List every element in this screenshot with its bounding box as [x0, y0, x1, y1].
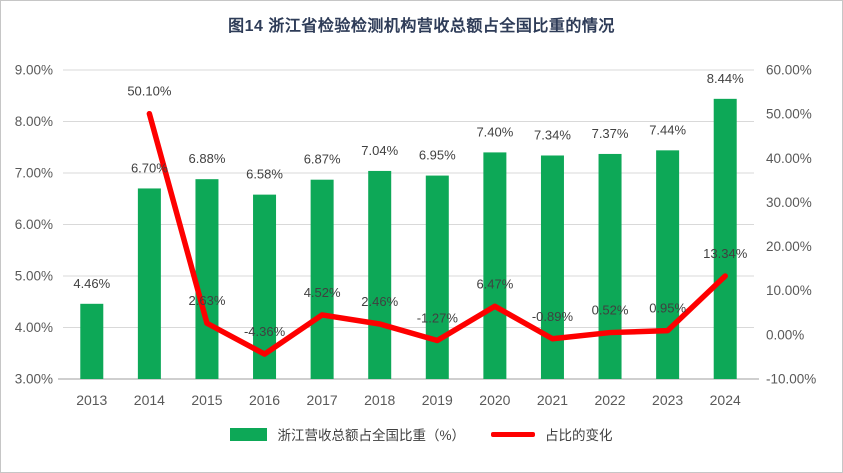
line-value-label: 6.47%	[476, 276, 513, 291]
line-value-label: -0.89%	[532, 309, 574, 324]
x-axis-category-label: 2014	[134, 392, 165, 408]
x-axis-category-label: 2021	[537, 392, 568, 408]
bar-2020	[483, 152, 507, 379]
right-axis-tick-label: 30.00%	[766, 195, 812, 210]
bar-2016	[253, 194, 277, 379]
bar-value-label: 7.34%	[534, 127, 571, 142]
x-axis-category-label: 2018	[364, 392, 395, 408]
right-axis-tick-label: 50.00%	[766, 107, 812, 122]
line-value-label: 2.46%	[361, 294, 398, 309]
right-axis-tick-label: 0.00%	[766, 327, 804, 342]
left-axis-tick-label: 6.00%	[15, 217, 53, 232]
bar-value-label: 6.58%	[246, 167, 283, 182]
bar-value-label: 4.46%	[73, 276, 110, 291]
line-value-label: 50.10%	[127, 84, 172, 99]
x-axis-category-label: 2019	[422, 392, 453, 408]
bar-2014	[137, 188, 161, 379]
left-axis-tick-label: 3.00%	[15, 372, 53, 387]
x-axis-category-label: 2023	[652, 392, 683, 408]
x-axis-category-label: 2020	[479, 392, 510, 408]
x-axis-category-label: 2024	[710, 392, 741, 408]
bar-2023	[656, 150, 680, 379]
bar-2021	[540, 155, 564, 379]
right-axis-tick-label: 40.00%	[766, 151, 812, 166]
right-axis-tick-label: 60.00%	[766, 63, 812, 78]
bar-value-label: 7.40%	[476, 124, 513, 139]
bar-value-label: 7.44%	[649, 122, 686, 137]
chart-title: 图14 浙江省检验检测机构营收总额占全国比重的情况	[228, 18, 615, 35]
bar-value-label: 6.87%	[304, 152, 341, 167]
left-axis-tick-label: 9.00%	[15, 63, 53, 78]
bar-2022	[598, 153, 622, 379]
bar-2015	[195, 179, 219, 379]
bar-value-label: 7.04%	[361, 143, 398, 158]
line-value-label: 2.63%	[189, 293, 226, 308]
trend-line	[146, 110, 728, 357]
bar-value-label: 8.44%	[707, 71, 744, 86]
bar-2024	[713, 98, 737, 379]
x-axis-category-label: 2013	[76, 392, 107, 408]
x-axis-category-label: 2022	[594, 392, 625, 408]
bar-value-label: 6.70%	[131, 160, 168, 175]
left-axis-tick-label: 5.00%	[15, 269, 53, 284]
x-axis-category-label: 2017	[307, 392, 338, 408]
line-value-label: -4.36%	[244, 324, 286, 339]
line-value-label: 4.52%	[304, 285, 341, 300]
line-value-label: 13.34%	[703, 246, 748, 261]
line-value-label: -1.27%	[417, 310, 459, 325]
bar-2018	[368, 170, 392, 379]
line-value-label: 0.95%	[649, 301, 686, 316]
left-axis-tick-label: 4.00%	[15, 320, 53, 335]
right-axis-tick-label: -10.00%	[766, 372, 816, 387]
right-axis-tick-label: 20.00%	[766, 239, 812, 254]
bar-2013	[80, 303, 104, 379]
bar-value-label: 6.95%	[419, 148, 456, 163]
right-axis-tick-label: 10.00%	[766, 283, 812, 298]
bar-value-label: 7.37%	[592, 126, 629, 141]
line-value-label: 0.52%	[592, 303, 629, 318]
left-axis-tick-label: 8.00%	[15, 114, 53, 129]
bar-value-label: 6.88%	[189, 151, 226, 166]
left-axis-tick-label: 7.00%	[15, 166, 53, 181]
legend-bar-label: 浙江营收总额占全国比重（%）	[277, 428, 465, 443]
x-axis-category-label: 2016	[249, 392, 280, 408]
legend: 浙江营收总额占全国比重（%） 占比的变化	[1, 424, 842, 444]
x-axis-category-label: 2015	[191, 392, 222, 408]
legend-line-label: 占比的变化	[545, 428, 613, 443]
legend-line-swatch	[491, 431, 535, 437]
bar-2017	[310, 179, 334, 379]
bar-2019	[425, 175, 449, 379]
legend-bar-swatch	[230, 427, 268, 441]
